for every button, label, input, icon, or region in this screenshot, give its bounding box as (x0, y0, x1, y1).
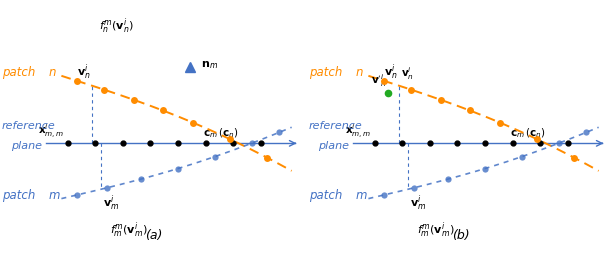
Text: $n$: $n$ (48, 66, 56, 79)
Text: patch: patch (2, 189, 35, 202)
Text: reference: reference (2, 121, 55, 132)
Text: patch: patch (309, 66, 342, 79)
Text: $f^{m}_{n}(\mathbf{v}^{i}_{n})$: $f^{m}_{n}(\mathbf{v}^{i}_{n})$ (99, 16, 134, 36)
Text: $f^{m}_{m}(\mathbf{v}^{i}_{m})$: $f^{m}_{m}(\mathbf{v}^{i}_{m})$ (110, 220, 148, 240)
Text: $\mathbf{v}'^{i}_{n}$: $\mathbf{v}'^{i}_{n}$ (371, 72, 387, 89)
Text: $\mathbf{c}_{m}\,(\mathbf{c}_{n})$: $\mathbf{c}_{m}\,(\mathbf{c}_{n})$ (203, 126, 238, 140)
Text: $\mathbf{c}_{m}\,(\mathbf{c}_{n})$: $\mathbf{c}_{m}\,(\mathbf{c}_{n})$ (510, 126, 545, 140)
Text: patch: patch (2, 66, 35, 79)
Text: $n$: $n$ (355, 66, 363, 79)
Text: plane: plane (11, 141, 42, 151)
Text: $f^{m}_{m}(\mathbf{v}^{i}_{m})$: $f^{m}_{m}(\mathbf{v}^{i}_{m})$ (417, 220, 455, 240)
Text: $\mathbf{x}^{i}_{m,m}$: $\mathbf{x}^{i}_{m,m}$ (38, 123, 64, 141)
Text: plane: plane (318, 141, 349, 151)
Text: $m$: $m$ (355, 189, 367, 202)
Text: patch: patch (309, 189, 342, 202)
Text: $\mathbf{v}^{i}_{n}$: $\mathbf{v}^{i}_{n}$ (384, 62, 398, 82)
Text: $\mathbf{v}^{i}_{m}$: $\mathbf{v}^{i}_{m}$ (103, 194, 119, 214)
Text: $\mathbf{v}^{i}_{n}$: $\mathbf{v}^{i}_{n}$ (400, 65, 414, 82)
Text: (a): (a) (145, 229, 162, 242)
Text: (b): (b) (452, 229, 469, 242)
Text: $\mathbf{v}^{i}_{n}$: $\mathbf{v}^{i}_{n}$ (77, 62, 91, 82)
Text: $\mathbf{v}^{i}_{m}$: $\mathbf{v}^{i}_{m}$ (410, 194, 426, 214)
Text: reference: reference (309, 121, 362, 132)
Text: $\mathbf{n}_{m}$: $\mathbf{n}_{m}$ (201, 59, 218, 71)
Text: $m$: $m$ (48, 189, 60, 202)
Text: $\mathbf{x}^{i}_{m,m}$: $\mathbf{x}^{i}_{m,m}$ (345, 123, 371, 141)
